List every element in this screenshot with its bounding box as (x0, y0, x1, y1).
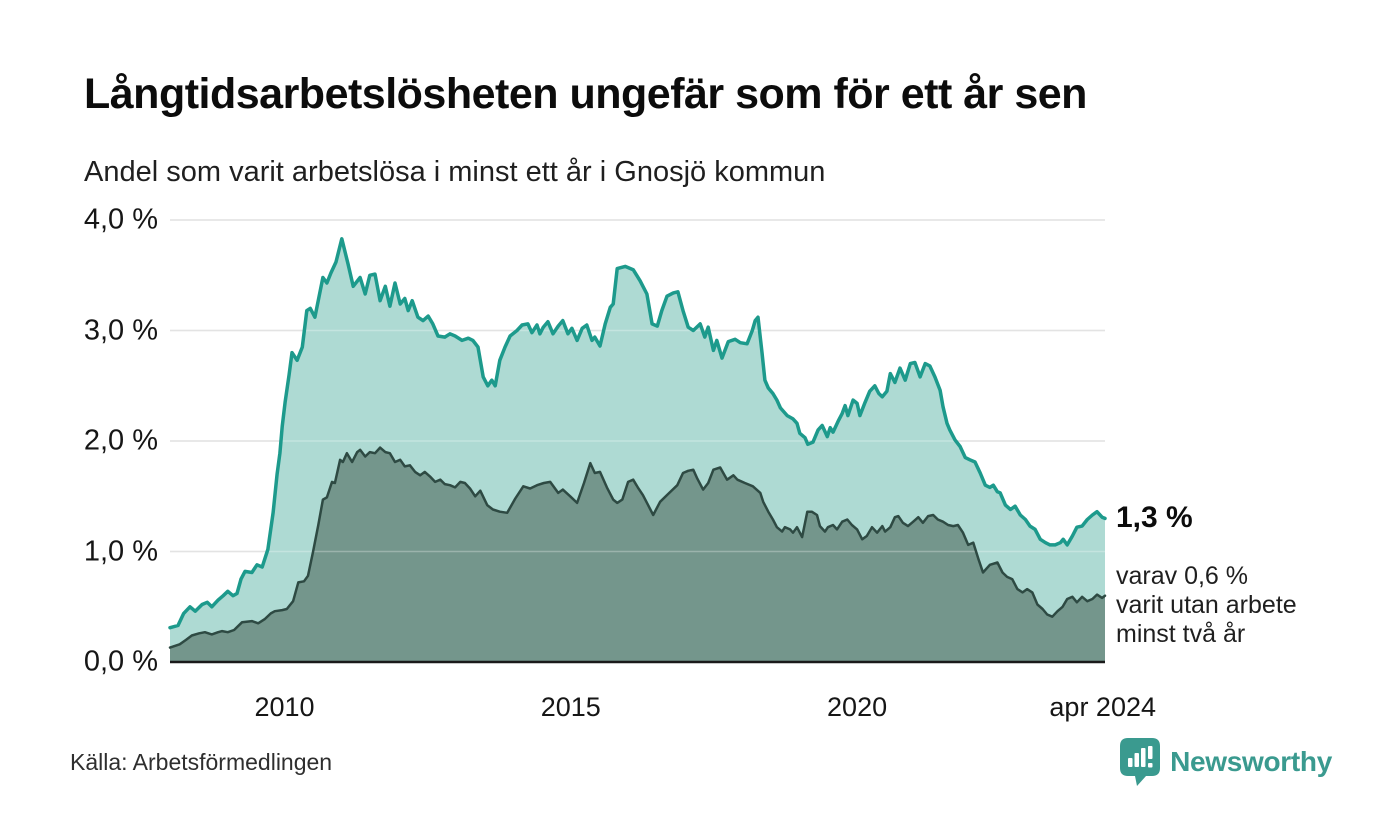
x-tick-label: apr 2024 (1049, 692, 1156, 722)
secondary-annotation-line: varit utan arbete (1116, 591, 1297, 619)
y-tick-label: 3,0 % (83, 314, 158, 346)
latest-value-label: 1,3 % (1116, 501, 1193, 534)
y-tick-label: 2,0 % (83, 424, 158, 457)
x-tick-label: 2020 (827, 692, 888, 722)
y-tick-label: 0,0 % (83, 645, 158, 678)
secondary-annotation-line: minst två år (1116, 620, 1246, 648)
series-line-0 (168, 237, 1107, 630)
gridline-overlay (170, 219, 1105, 553)
bar-chart-glyph (1128, 746, 1153, 768)
secondary-annotation-line: varav 0,6 % (1116, 562, 1249, 590)
y-tick-label: 4,0 % (83, 203, 158, 236)
area-fill-1 (170, 447, 1105, 662)
brand-text: Newsworthy (1170, 746, 1332, 777)
newsworthy-bubble-icon (1120, 738, 1161, 786)
page-title: Långtidsarbetslösheten ungefär som för e… (84, 70, 1087, 118)
secondary-annotation: varav 0,6 % varit utan arbete minst två år (1116, 562, 1297, 649)
source-text: Källa: Arbetsförmedlingen (70, 749, 333, 775)
y-tick-label: 1,0 % (83, 535, 158, 567)
series-line-1 (168, 446, 1107, 649)
chart-subtitle: Andel som varit arbetslösa i minst ett å… (84, 156, 826, 188)
x-tick-label: 2015 (540, 692, 601, 722)
bubble-shape (1120, 738, 1161, 786)
newsworthy-logo: Newsworthy (1120, 738, 1332, 786)
x-tick-label: 2010 (254, 692, 315, 722)
